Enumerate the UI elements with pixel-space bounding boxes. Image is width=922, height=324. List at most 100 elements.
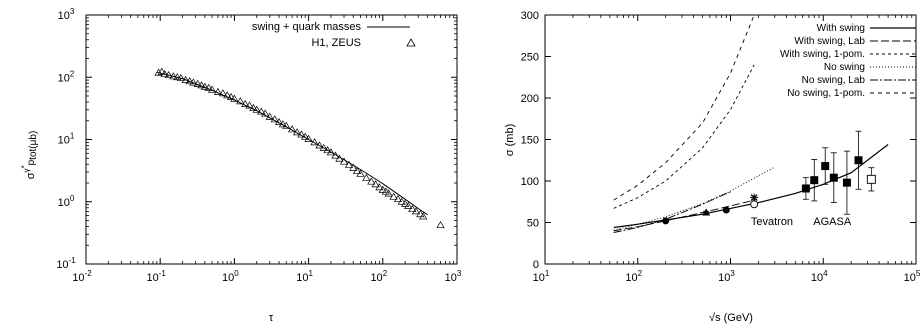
left-x-tick-label: 101: [296, 269, 313, 284]
left-data-point: [197, 81, 206, 89]
right-legend-label: No swing: [824, 62, 865, 73]
left-data-point: [230, 94, 239, 102]
right-legend: With swing With swing, Lab With swing, 1-p…: [780, 23, 916, 99]
left-data-point: [236, 97, 245, 105]
right-x-tick-label: 105: [904, 269, 921, 284]
left-data-point: [331, 151, 340, 159]
right-x-tick-exp: 1: [545, 269, 550, 278]
left-data-point: [389, 192, 398, 200]
right-y-axis-label: σ (mb): [504, 124, 516, 156]
left-data-point: [257, 107, 266, 115]
svg-text:σγ*ptot(μb): σγ*ptot(μb): [20, 131, 39, 180]
data-point-square: [821, 162, 830, 171]
right-x-tick-label: 104: [811, 269, 828, 284]
left-data-point: [319, 143, 328, 151]
left-y-tick-label: 100: [58, 194, 75, 209]
left-data-point: [173, 73, 182, 81]
left-data-point: [270, 115, 279, 123]
left-data-point: [384, 189, 393, 197]
left-x-tick-label: 100: [222, 269, 239, 284]
right-y-tick-label: 0: [533, 259, 539, 271]
data-point-circle: [722, 206, 730, 214]
data-point-star: [750, 193, 759, 202]
left-y-label-tail: tot(μb): [28, 131, 39, 160]
left-data-point: [339, 157, 349, 165]
left-data-point: [381, 187, 390, 195]
left-y-tick-exp: 3: [70, 7, 75, 16]
right-y-tick-label: 100: [521, 176, 539, 188]
left-data-point: [404, 201, 413, 209]
left-data-point: [416, 210, 425, 218]
right-x-axis-label: √s (GeV): [709, 312, 753, 324]
right-legend-label: With swing, Lab: [794, 36, 865, 47]
right-legend-label: With swing, 1-pom.: [780, 49, 865, 60]
left-data-point: [185, 77, 194, 85]
data-point-square: [842, 178, 851, 187]
left-data-layer: [154, 67, 445, 229]
left-data-point: [241, 99, 250, 107]
right-y-tick-label: 300: [521, 10, 539, 22]
data-point-square: [829, 173, 838, 182]
left-y-tick-label: 103: [58, 7, 75, 22]
left-data-point: [297, 130, 306, 138]
left-data-point: [411, 207, 421, 215]
left-x-tick-exp: -2: [85, 269, 93, 278]
right-x-tick-exp: 2: [638, 269, 643, 278]
left-data-point: [326, 148, 336, 156]
right-chart: 101 102 103 104 105 0 50 100 150 200 250 300 With s…: [504, 10, 921, 324]
left-data-point: [157, 67, 166, 75]
data-point-square: [854, 156, 863, 165]
left-y-tick-exp: -1: [69, 256, 77, 265]
left-y-label-sup2: *: [20, 165, 29, 168]
right-series-line: [613, 199, 755, 232]
left-data-point: [362, 173, 371, 181]
right-series-line: [613, 14, 755, 201]
left-data-point: [393, 194, 403, 203]
left-data-point: [252, 105, 261, 113]
left-data-point: [367, 177, 376, 185]
left-data-point: [356, 169, 365, 177]
left-data-point: [371, 180, 380, 188]
left-x-tick-exp: 2: [383, 269, 388, 278]
right-legend-label: No swing, 1-pom.: [787, 88, 865, 99]
left-x-tick-exp: -1: [159, 269, 167, 278]
left-data-point: [218, 89, 228, 97]
left-y-tick-label: 102: [58, 69, 75, 84]
left-data-point: [408, 204, 417, 213]
left-data-point: [310, 138, 319, 146]
data-point-triangle: [702, 208, 711, 216]
left-data-point: [304, 134, 313, 142]
left-data-point: [249, 103, 258, 111]
left-data-point: [193, 79, 202, 87]
left-legend-label-1: H1, ZEUS: [311, 37, 361, 49]
left-legend-triangle: [406, 38, 416, 47]
right-y-tick-label: 250: [521, 52, 539, 64]
right-x-tick-exp: 3: [730, 269, 735, 278]
right-y-tick-label: 150: [521, 135, 539, 147]
left-y-label-p: p: [26, 159, 37, 165]
left-data-point: [378, 185, 387, 193]
left-x-tick-label: 10-1: [147, 269, 167, 284]
left-y-tick-exp: 0: [70, 194, 75, 203]
right-x-tick-label: 102: [625, 269, 642, 284]
left-plot-frame: [85, 14, 458, 265]
left-data-point: [401, 199, 410, 207]
left-x-tick-label: 103: [445, 269, 462, 284]
data-point-square: [810, 176, 819, 185]
left-y-axis-label: σγ*ptot(μb): [20, 131, 39, 180]
left-data-point: [315, 141, 324, 149]
left-data-point: [352, 166, 362, 175]
left-data-point: [207, 85, 217, 93]
left-x-axis-label: τ: [269, 312, 274, 324]
right-x-tick-exp: 5: [916, 269, 921, 278]
left-x-tick-label: 10-2: [72, 269, 92, 284]
left-x-tick-exp: 3: [457, 269, 462, 278]
left-data-point: [169, 72, 178, 80]
annotation-agasa: AGASA: [813, 216, 852, 228]
left-y-tick-label: 101: [58, 132, 75, 147]
right-legend-label: No swing, Lab: [802, 75, 866, 86]
left-data-point: [200, 82, 209, 90]
left-data-point: [397, 197, 406, 205]
left-data-point: [261, 109, 270, 117]
left-data-point: [288, 125, 297, 133]
